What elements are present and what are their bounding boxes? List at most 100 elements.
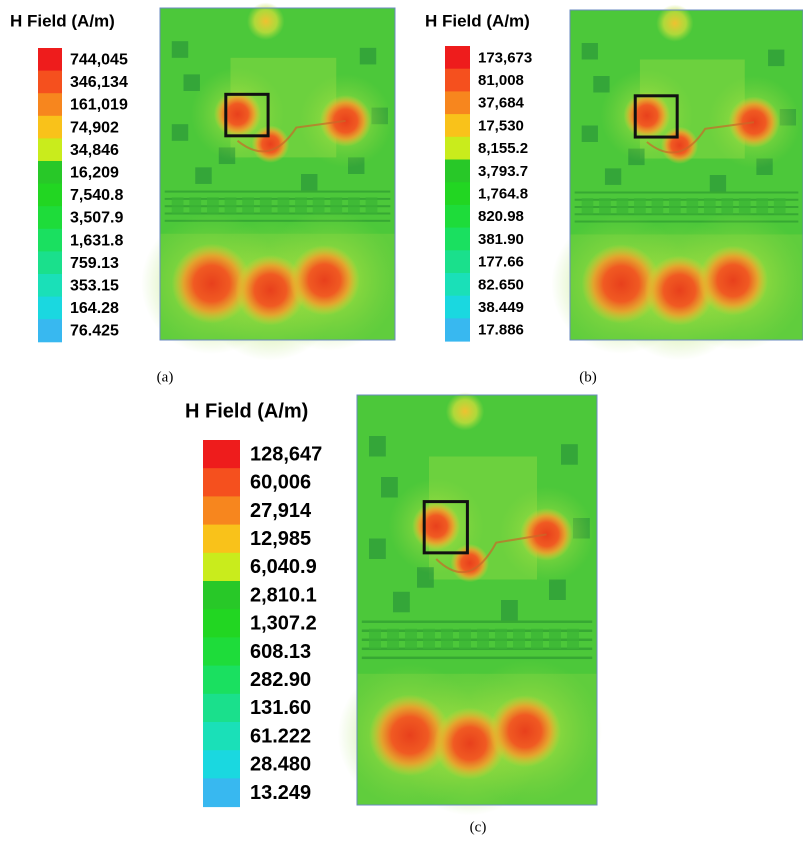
- legend-label: 27,914: [250, 500, 312, 522]
- map-region: [393, 592, 410, 613]
- legend-label: 61.222: [250, 725, 311, 747]
- map-region: [459, 629, 471, 650]
- legend-title: H Field (A/m): [185, 400, 308, 422]
- field-spot: [624, 92, 671, 139]
- map-region: [599, 198, 611, 215]
- legend-swatch: [38, 297, 62, 320]
- legend-label: 1,764.8: [478, 186, 528, 203]
- legend-label: 3,793.7: [478, 163, 528, 180]
- legend-swatch: [445, 273, 470, 296]
- legend-swatch: [38, 138, 62, 161]
- map-region: [617, 198, 629, 215]
- map-region: [561, 444, 578, 465]
- legend-swatch: [203, 609, 240, 638]
- map-region: [172, 124, 188, 141]
- legend-label: 7,540.8: [70, 187, 123, 204]
- map-region: [184, 74, 200, 91]
- map-region: [710, 175, 726, 192]
- legend-label: 12,985: [250, 528, 311, 550]
- legend-label: 744,045: [70, 52, 128, 69]
- field-map: [141, 2, 400, 360]
- legend-swatch: [38, 184, 62, 207]
- legend-label: 82.650: [478, 276, 524, 293]
- panel: H Field (A/m)173,67381,00837,68417,5308,…: [425, 5, 803, 386]
- legend-label: 164.28: [70, 300, 119, 317]
- map-region: [495, 629, 507, 650]
- legend-label: 1,307.2: [250, 613, 317, 635]
- panel-label: (b): [579, 369, 597, 385]
- legend-swatch: [38, 116, 62, 139]
- legend-swatch: [38, 93, 62, 116]
- legend-swatch: [445, 46, 470, 69]
- map-region: [362, 621, 592, 623]
- legend-swatch: [445, 205, 470, 228]
- legend-label: 128,647: [250, 443, 322, 465]
- legend-label: 608.13: [250, 641, 311, 663]
- page: H Field (A/m)744,045346,134161,01974,902…: [0, 0, 803, 843]
- field-map: [338, 392, 602, 815]
- legend-swatch: [38, 251, 62, 274]
- legend-label: 8,155.2: [478, 140, 528, 157]
- legend-swatch: [38, 161, 62, 184]
- legend-swatch: [38, 71, 62, 94]
- legend-label: 17,530: [478, 117, 524, 134]
- map-region: [669, 198, 681, 215]
- legend-swatch: [445, 137, 470, 160]
- map-region: [441, 629, 453, 650]
- legend-swatch: [38, 48, 62, 71]
- map-region: [593, 76, 609, 93]
- legend-swatch: [445, 318, 470, 341]
- legend-label: 381.90: [478, 231, 524, 248]
- map-region: [362, 657, 592, 659]
- legend-label: 60,006: [250, 472, 311, 494]
- map-region: [582, 198, 594, 215]
- map-region: [687, 198, 699, 215]
- legend-label: 13.249: [250, 782, 311, 804]
- panel: H Field (A/m)744,045346,134161,01974,902…: [10, 2, 400, 385]
- legend-label: 2,810.1: [250, 584, 317, 606]
- legend-label: 3,507.9: [70, 210, 123, 227]
- legend-swatch: [445, 114, 470, 137]
- map-region: [369, 629, 381, 650]
- map-region: [189, 197, 201, 214]
- legend-swatch: [203, 637, 240, 666]
- legend-swatch: [38, 319, 62, 342]
- map-region: [549, 629, 561, 650]
- panel-label: (c): [470, 819, 487, 835]
- legend-label: 177.66: [478, 254, 524, 271]
- legend-label: 81,008: [478, 72, 524, 89]
- legend-swatch: [445, 250, 470, 273]
- legend-label: 173,673: [478, 49, 532, 66]
- legend-label: 759.13: [70, 255, 119, 272]
- field-spot: [252, 125, 290, 163]
- map-region: [381, 477, 398, 498]
- legend-swatch: [203, 750, 240, 779]
- legend-title: H Field (A/m): [425, 11, 530, 30]
- map-region: [477, 629, 489, 650]
- map-region: [501, 600, 518, 621]
- map-region: [513, 629, 525, 650]
- field-spot: [289, 245, 360, 316]
- map-region: [369, 539, 386, 560]
- map-region: [348, 197, 360, 214]
- map-region: [774, 198, 786, 215]
- map-region: [768, 50, 784, 67]
- legend-title: H Field (A/m): [10, 11, 115, 30]
- map-region: [369, 436, 386, 457]
- map-region: [704, 198, 716, 215]
- legend-label: 131.60: [250, 697, 311, 719]
- legend-label: 282.90: [250, 669, 311, 691]
- legend-label: 76.425: [70, 323, 119, 340]
- legend-label: 1,631.8: [70, 232, 123, 249]
- legend-swatch: [203, 722, 240, 751]
- legend-label: 346,134: [70, 74, 128, 91]
- field-map: [551, 5, 803, 361]
- map-region: [575, 192, 799, 194]
- legend-label: 820.98: [478, 208, 524, 225]
- map-region: [582, 43, 598, 60]
- map-region: [652, 198, 664, 215]
- legend-swatch: [445, 69, 470, 92]
- legend-swatch: [445, 182, 470, 205]
- field-spot: [489, 695, 561, 767]
- legend-swatch: [38, 274, 62, 297]
